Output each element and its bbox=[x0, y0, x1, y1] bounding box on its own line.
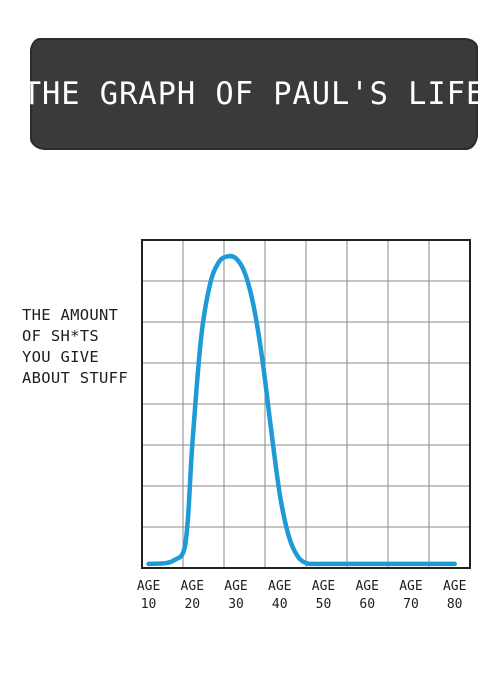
chart-series bbox=[146, 253, 457, 567]
chart-grid bbox=[141, 239, 471, 569]
x-tick-label-value: 60 bbox=[359, 597, 375, 612]
x-tick-label-value: 20 bbox=[184, 597, 200, 612]
y-axis-label-line: YOU GIVE bbox=[22, 348, 100, 366]
y-axis-label-line: THE AMOUNT bbox=[22, 306, 119, 324]
chart-title: THE GRAPH OF PAUL'S LIFE bbox=[22, 76, 486, 112]
x-tick-label-value: 70 bbox=[403, 597, 419, 612]
x-tick-label-prefix: AGE bbox=[399, 579, 422, 594]
x-tick-label-value: 10 bbox=[141, 597, 157, 612]
x-tick-label-prefix: AGE bbox=[355, 579, 378, 594]
x-tick-label-prefix: AGE bbox=[268, 579, 291, 594]
x-axis-ticks: AGE 10 AGE 20 AGE 30 AGE 40 AGE 50 AGE 60 AGE 70 AGE 80 bbox=[137, 579, 467, 612]
x-tick-label-prefix: AGE bbox=[181, 579, 204, 594]
x-tick-label-value: 80 bbox=[447, 597, 463, 612]
x-tick-label-value: 40 bbox=[272, 597, 288, 612]
x-tick-label-prefix: AGE bbox=[224, 579, 247, 594]
x-tick-label-prefix: AGE bbox=[443, 579, 466, 594]
y-axis-label-line: OF SH*TS bbox=[22, 327, 100, 345]
x-tick-label-value: 50 bbox=[316, 597, 332, 612]
x-tick-label-prefix: AGE bbox=[312, 579, 335, 594]
x-tick-label-prefix: AGE bbox=[137, 579, 160, 594]
title-banner: THE GRAPH OF PAUL'S LIFE bbox=[23, 38, 484, 150]
y-axis-label: THE AMOUNT OF SH*TS YOU GIVE ABOUT STUFF bbox=[22, 305, 142, 389]
x-tick-label-value: 30 bbox=[228, 597, 244, 612]
plot-border bbox=[141, 239, 471, 569]
y-axis-label-line: ABOUT STUFF bbox=[22, 369, 128, 387]
series-line bbox=[146, 253, 457, 567]
